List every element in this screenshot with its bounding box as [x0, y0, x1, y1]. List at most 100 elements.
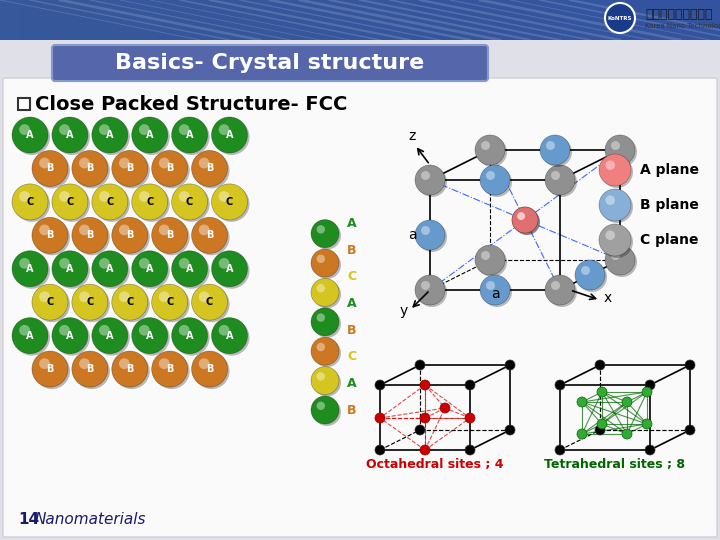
Circle shape — [601, 191, 633, 223]
Circle shape — [119, 158, 130, 168]
Text: B: B — [206, 364, 213, 374]
Circle shape — [132, 318, 168, 354]
Polygon shape — [486, 0, 504, 40]
Circle shape — [605, 135, 635, 165]
Polygon shape — [288, 0, 306, 40]
Circle shape — [375, 413, 385, 423]
Circle shape — [214, 320, 250, 356]
Circle shape — [212, 318, 248, 354]
Polygon shape — [576, 0, 594, 40]
Text: A: A — [146, 330, 153, 341]
Polygon shape — [666, 0, 684, 40]
Circle shape — [52, 117, 88, 153]
Circle shape — [642, 387, 652, 397]
Circle shape — [555, 445, 565, 455]
Circle shape — [54, 119, 90, 155]
Circle shape — [74, 286, 110, 322]
Circle shape — [555, 380, 565, 390]
Circle shape — [622, 397, 632, 407]
Circle shape — [139, 325, 150, 336]
Polygon shape — [648, 0, 666, 40]
Circle shape — [606, 231, 615, 240]
Circle shape — [313, 280, 341, 308]
Circle shape — [477, 247, 507, 277]
Circle shape — [601, 156, 633, 188]
Polygon shape — [594, 0, 612, 40]
Text: B: B — [86, 164, 94, 173]
Circle shape — [194, 286, 230, 322]
Circle shape — [477, 137, 507, 167]
Text: A: A — [26, 264, 34, 274]
Polygon shape — [378, 0, 396, 40]
Polygon shape — [54, 0, 72, 40]
Circle shape — [72, 151, 108, 186]
Circle shape — [32, 284, 68, 320]
Circle shape — [313, 339, 341, 367]
Circle shape — [114, 286, 150, 322]
Circle shape — [595, 425, 605, 435]
Circle shape — [179, 191, 189, 202]
Circle shape — [153, 152, 189, 188]
Circle shape — [212, 117, 248, 153]
Circle shape — [505, 360, 515, 370]
Circle shape — [112, 351, 148, 387]
Text: z: z — [408, 129, 415, 143]
Circle shape — [415, 425, 425, 435]
Circle shape — [421, 171, 430, 180]
Circle shape — [54, 186, 90, 222]
Circle shape — [417, 167, 447, 197]
Text: B: B — [46, 164, 53, 173]
Text: B: B — [347, 403, 356, 416]
Circle shape — [39, 158, 50, 168]
Circle shape — [192, 284, 228, 320]
Text: Close Packed Structure- FCC: Close Packed Structure- FCC — [35, 94, 347, 113]
Circle shape — [94, 320, 130, 356]
Polygon shape — [360, 0, 378, 40]
Circle shape — [179, 124, 189, 135]
Polygon shape — [306, 0, 324, 40]
Circle shape — [645, 380, 655, 390]
Circle shape — [551, 171, 560, 180]
Circle shape — [52, 251, 88, 287]
Circle shape — [482, 167, 512, 197]
Circle shape — [14, 186, 50, 222]
Circle shape — [486, 171, 495, 180]
Circle shape — [480, 165, 510, 195]
Polygon shape — [450, 0, 468, 40]
Circle shape — [171, 251, 207, 287]
Text: A: A — [226, 130, 233, 140]
Circle shape — [192, 151, 228, 186]
Polygon shape — [270, 0, 288, 40]
Circle shape — [219, 191, 230, 202]
Circle shape — [79, 358, 90, 369]
Circle shape — [153, 219, 189, 255]
Circle shape — [480, 275, 510, 305]
Circle shape — [313, 369, 341, 396]
Circle shape — [214, 186, 250, 222]
Polygon shape — [540, 0, 558, 40]
Circle shape — [545, 275, 575, 305]
Circle shape — [482, 277, 512, 307]
Circle shape — [112, 284, 148, 320]
Text: x: x — [604, 291, 612, 305]
Text: 나노기술연구협의회: 나노기술연구협의회 — [645, 8, 713, 21]
Text: Korea Nano Technology Research Society: Korea Nano Technology Research Society — [645, 23, 720, 29]
Text: A: A — [347, 297, 356, 310]
Circle shape — [119, 358, 130, 369]
Circle shape — [311, 367, 339, 395]
Circle shape — [317, 284, 325, 292]
Circle shape — [39, 292, 50, 302]
Circle shape — [313, 251, 341, 279]
Polygon shape — [396, 0, 414, 40]
Circle shape — [575, 260, 605, 290]
Circle shape — [14, 320, 50, 356]
Text: A: A — [186, 330, 194, 341]
Circle shape — [317, 372, 325, 381]
Circle shape — [152, 151, 188, 186]
Circle shape — [481, 251, 490, 260]
Circle shape — [114, 219, 150, 255]
Circle shape — [34, 353, 70, 389]
Circle shape — [159, 358, 170, 369]
Circle shape — [611, 251, 620, 260]
Text: y: y — [400, 304, 408, 318]
